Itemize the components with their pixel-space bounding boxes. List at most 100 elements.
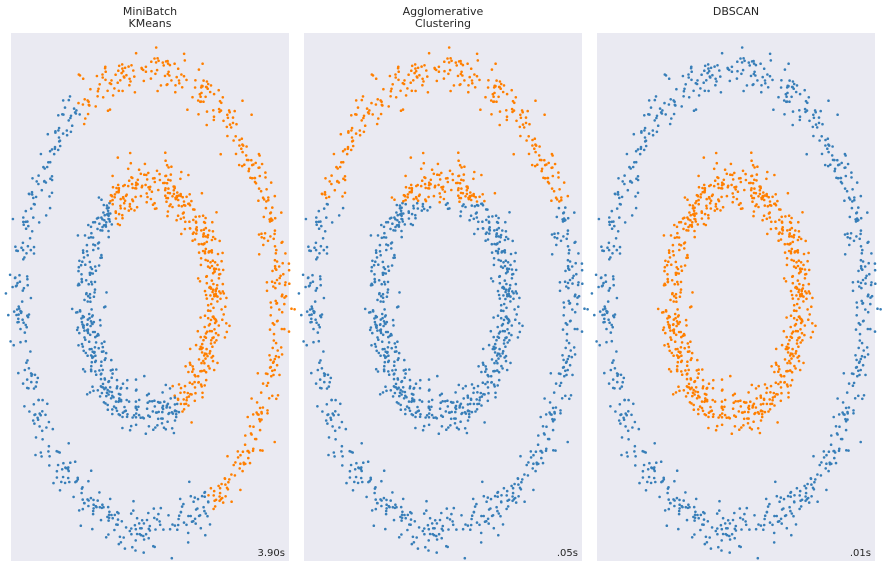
scatter-point [211,359,215,363]
scatter-point [393,391,397,395]
scatter-point [309,281,312,285]
scatter-point [674,391,678,394]
scatter-point [795,309,798,313]
scatter-point [55,469,59,473]
scatter-point [202,505,205,509]
scatter-point [457,187,460,190]
scatter-point [121,69,125,73]
scatter-point [554,406,558,409]
scatter-point [711,398,714,402]
scatter-point [475,408,479,411]
scatter-point [795,302,799,306]
scatter-point [813,480,816,484]
scatter-point [797,359,801,363]
scatter-point [801,211,804,214]
scatter-point [756,556,760,560]
scatter-point [603,305,606,308]
scatter-point [399,505,403,509]
scatter-point [771,523,774,527]
scatter-point [403,513,406,517]
scatter-point [754,527,758,531]
scatter-point [134,406,138,410]
scatter-point [374,251,378,254]
scatter-point [773,514,776,518]
scatter-point [456,181,460,185]
scatter-point [460,412,463,416]
scatter-point [165,404,169,408]
scatter-point [40,188,44,192]
scatter-point [196,277,200,280]
scatter-point [382,320,386,323]
scatter-point [501,352,504,355]
scatter-point [467,197,471,201]
scatter-point [651,133,655,137]
scatter-point [630,413,633,417]
scatter-point [67,466,70,469]
scatter-point [786,242,789,246]
scatter-point [393,253,396,257]
scatter-point [389,95,392,98]
scatter-point [754,191,758,195]
scatter-point [164,159,167,162]
scatter-point [215,283,219,287]
scatter-point [789,490,793,494]
scatter-point [841,411,844,414]
scatter-point [566,264,570,268]
scatter-point [675,320,679,323]
panel-title-dbscan: DBSCAN [712,5,760,18]
scatter-point [499,309,503,312]
scatter-point [562,365,566,369]
scatter-point [267,198,270,202]
scatter-point [741,169,745,173]
scatter-point [798,282,801,286]
scatter-point [360,442,364,445]
scatter-point [202,228,206,231]
scatter-point [115,186,118,190]
scatter-point [193,496,197,499]
scatter-point [101,368,104,372]
scatter-point [34,436,38,439]
scatter-point [853,196,856,199]
scatter-point [734,188,737,191]
scatter-point [566,245,570,248]
scatter-point [511,486,515,490]
scatter-point [636,148,640,151]
scatter-point [199,316,202,319]
scatter-point [616,380,619,384]
scatter-point [873,262,877,265]
scatter-point [698,395,701,399]
scatter-point [684,369,687,372]
scatter-point [720,539,723,542]
scatter-point [196,99,200,102]
scatter-point [774,347,778,351]
scatter-point [858,360,861,363]
scatter-point [470,204,474,207]
scatter-point [716,527,719,530]
scatter-point [515,292,519,295]
scatter-point [679,244,683,247]
scatter-point [175,75,178,79]
scatter-point [15,313,18,317]
scatter-point [283,302,286,306]
scatter-point [446,405,450,408]
scatter-point [387,105,391,108]
scatter-point [855,358,858,362]
scatter-point [96,89,100,93]
scatter-point [692,109,696,112]
scatter-point [94,341,98,344]
scatter-point [751,163,755,167]
scatter-point [117,399,121,403]
scatter-point [216,300,219,303]
scatter-point [310,307,314,310]
scatter-point [494,396,497,399]
scatter-point [797,345,800,349]
scatter-point [103,387,106,391]
scatter-point [179,391,182,395]
scatter-point [145,200,148,204]
scatter-point [711,193,714,196]
scatter-point [512,297,515,301]
scatter-point [498,110,502,113]
scatter-point [398,207,402,210]
scatter-point [795,318,799,322]
scatter-point [83,98,86,101]
